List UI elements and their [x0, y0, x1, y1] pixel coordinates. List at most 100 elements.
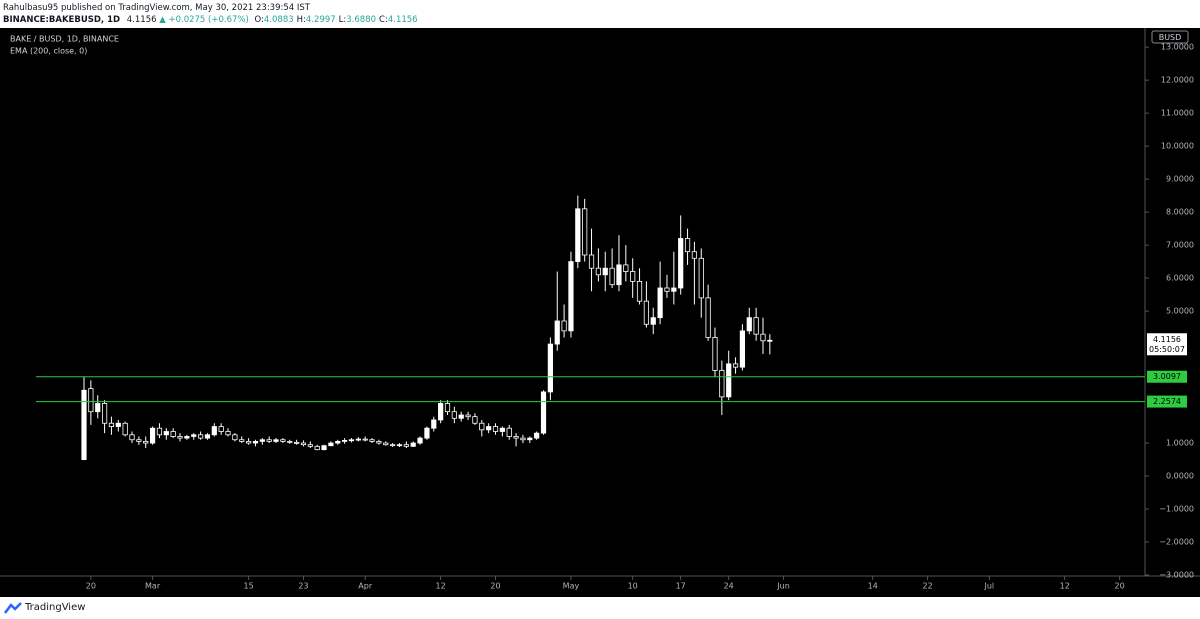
candle-body — [335, 440, 341, 444]
candle-body — [588, 254, 595, 269]
candle-body — [294, 441, 300, 444]
brand: TradingView — [25, 602, 86, 613]
x-tick-label: 12 — [436, 582, 446, 591]
x-tick-label: 20 — [490, 582, 500, 591]
publish-info: Rahulbasu95 published on TradingView.com… — [3, 3, 310, 13]
level-label-bg — [1147, 395, 1187, 408]
candle-body — [609, 267, 615, 286]
candle-body — [129, 434, 135, 441]
ohlc-value: 3.6880 — [346, 15, 377, 25]
candle-body — [383, 442, 389, 446]
candle-body — [396, 444, 403, 447]
level-label: 2.2574 — [1153, 397, 1181, 406]
candle-body — [348, 439, 355, 442]
x-tick-label: Apr — [358, 582, 373, 591]
candle-body — [211, 426, 217, 436]
x-tick-label: 15 — [244, 582, 254, 591]
candle-body — [540, 391, 547, 434]
x-tick-label: Jul — [983, 582, 994, 591]
y-tick-label: 8.0000 — [1166, 208, 1194, 217]
candle-body — [753, 317, 759, 335]
candle-body — [410, 442, 416, 447]
y-tick-label: 1.0000 — [1166, 439, 1194, 448]
candle-body — [328, 442, 334, 447]
candle-body — [321, 445, 327, 451]
y-tick-label: 10.0000 — [1161, 142, 1194, 151]
candle-body — [307, 444, 313, 447]
candle-body — [156, 427, 163, 436]
candle-body — [527, 437, 533, 441]
up-arrow: ▲ — [159, 15, 166, 25]
candle-body — [376, 440, 382, 444]
candle-body — [88, 388, 94, 413]
candle-body — [726, 363, 732, 398]
candle-body — [684, 238, 691, 253]
legend-indicator: EMA (200, close, 0) — [10, 47, 87, 56]
symbol: BINANCE:BAKEBUSD, 1D — [3, 15, 121, 25]
candle-body — [458, 414, 464, 419]
candle-body — [252, 440, 259, 444]
candle-body — [81, 389, 87, 460]
currency: BUSD — [1159, 33, 1182, 42]
candle-body — [561, 320, 567, 332]
candle-body — [438, 403, 444, 421]
countdown: 05:50:07 — [1149, 345, 1185, 354]
candle-body — [486, 426, 492, 431]
candle-body — [342, 440, 348, 442]
candle-body — [280, 439, 286, 442]
ohlc-label: L: — [338, 15, 347, 25]
candle-body — [767, 339, 773, 342]
candle-body — [595, 267, 601, 276]
candle-body — [259, 439, 265, 442]
x-tick-label: 20 — [1115, 582, 1125, 591]
candle-body — [664, 287, 670, 292]
y-tick-label: −3.0000 — [1159, 571, 1194, 580]
candle-body — [198, 434, 204, 439]
symbol-line: BINANCE:BAKEBUSD, 1D 4.1156 ▲ +0.0275 (+… — [3, 15, 418, 25]
chart: BAKE / BUSD, 1D, BINANCE EMA (200, close… — [0, 28, 1200, 597]
x-tick-label: May — [563, 582, 580, 591]
candle-body — [479, 422, 485, 431]
candle-body — [705, 297, 711, 338]
x-tick-label: 12 — [1060, 582, 1070, 591]
candle-body — [520, 437, 526, 441]
ohlc-label: H: — [296, 15, 306, 25]
candle-body — [417, 437, 423, 444]
candle-body — [465, 414, 471, 418]
candle-body — [266, 439, 272, 442]
level-label: 3.0097 — [1153, 372, 1181, 381]
ohlc-value: 4.1156 — [387, 15, 418, 25]
candle-body — [218, 426, 224, 432]
candle-body — [108, 422, 115, 427]
ohlc: O:4.0883 H:4.2997 L:3.6880 C:4.1156 — [252, 15, 418, 25]
candle-body — [719, 370, 725, 398]
ohlc-value: 4.0883 — [263, 15, 294, 25]
change: +0.0275 (+0.67%) — [168, 15, 249, 25]
candle-body — [630, 271, 636, 282]
candle-body — [678, 238, 684, 289]
y-tick-label: 9.0000 — [1166, 175, 1194, 184]
candle-body — [246, 440, 252, 444]
brand-logo — [4, 602, 22, 614]
candle-body — [650, 317, 656, 325]
x-tick-label: 20 — [86, 582, 96, 591]
candle-body — [232, 434, 238, 441]
candle-body — [149, 427, 156, 444]
y-tick-label: −2.0000 — [1159, 538, 1194, 547]
ohlc-label: C: — [379, 15, 388, 25]
candle-body — [300, 442, 307, 446]
candle-body — [506, 427, 512, 437]
x-tick-label: 24 — [724, 582, 734, 591]
candle-body — [746, 317, 752, 332]
candle-body — [362, 438, 368, 441]
candle-body — [390, 444, 396, 447]
currency-box — [1151, 30, 1189, 44]
candle-body — [643, 300, 649, 325]
ohlc-label: O: — [254, 15, 264, 25]
x-tick-label: 22 — [922, 582, 932, 591]
candle-body — [513, 436, 519, 439]
y-tick-label: 7.0000 — [1166, 241, 1194, 250]
candle-body — [239, 439, 245, 442]
candle-body — [739, 330, 746, 368]
legend-symbol: BAKE / BUSD, 1D, BINANCE — [10, 35, 119, 44]
